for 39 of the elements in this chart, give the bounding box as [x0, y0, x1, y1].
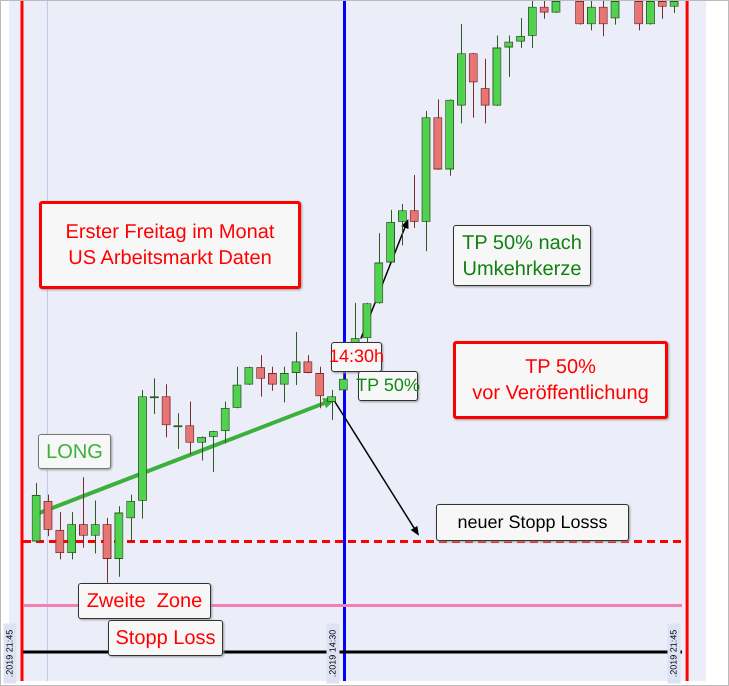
candlestick	[292, 332, 300, 386]
annotation: TP 50% nach Umkehrkerze	[453, 225, 591, 286]
candlestick	[185, 402, 194, 455]
candlestick	[646, 1, 655, 25]
candlestick	[504, 35, 514, 78]
annotation: LONG	[38, 434, 111, 469]
candlestick	[480, 58, 490, 124]
candlestick	[78, 477, 88, 548]
candlestick	[220, 402, 230, 444]
candlestick	[197, 436, 206, 461]
candlestick	[256, 355, 266, 397]
candlestick	[516, 18, 525, 48]
annotation: neuer Stopp Losss	[436, 504, 629, 541]
text: Stopp Loss	[108, 620, 223, 656]
candlestick	[90, 500, 100, 554]
candlestick	[634, 1, 644, 31]
text: .2019 14:30	[326, 623, 339, 683]
candlestick	[398, 204, 407, 246]
annotation: Erster Freitag im Monat US Arbeitsmarkt Daten	[39, 201, 301, 289]
text: .2019 21:45	[3, 623, 16, 683]
candlestick	[598, 1, 608, 36]
candlestick	[126, 494, 136, 542]
text: .2019 21:45	[667, 623, 680, 683]
candlestick	[315, 366, 324, 408]
candlestick	[232, 366, 242, 408]
candlestick	[575, 1, 584, 25]
candlestick	[540, 1, 549, 19]
text: Zweite Zone	[78, 583, 211, 619]
candlestick	[327, 390, 336, 420]
candlestick	[658, 1, 667, 19]
candlestick	[280, 366, 289, 403]
candlestick	[610, 1, 620, 25]
candlestick	[208, 430, 218, 472]
candlestick	[55, 512, 64, 560]
candlestick	[586, 1, 596, 31]
candlestick	[244, 366, 254, 386]
candlestick	[410, 174, 419, 228]
annotation: TP 50% vor Veröffentlichung	[453, 341, 668, 419]
candlestick	[670, 1, 679, 14]
